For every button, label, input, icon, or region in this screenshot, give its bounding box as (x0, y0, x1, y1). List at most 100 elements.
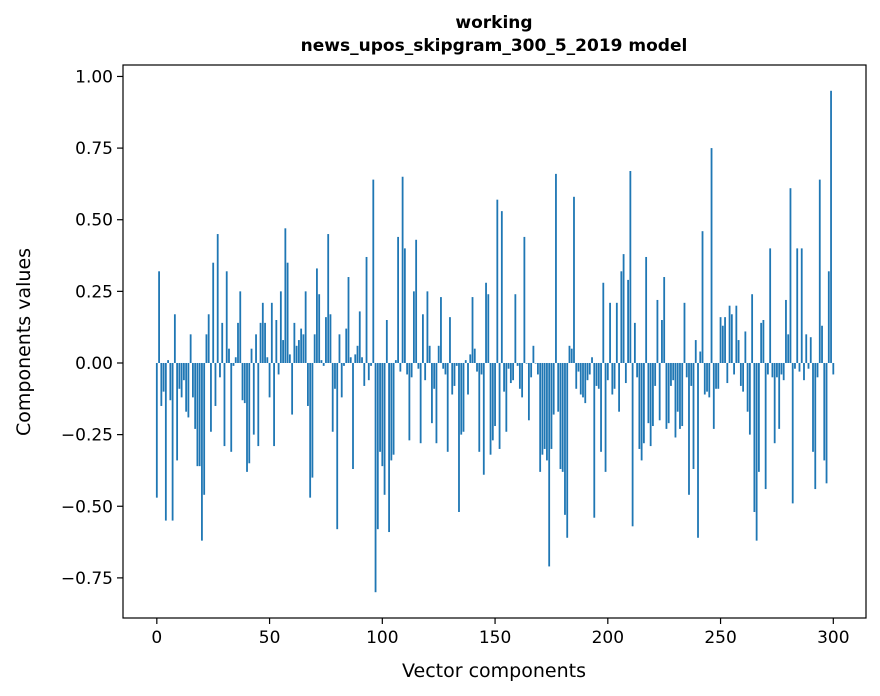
bar-139 (469, 354, 472, 363)
bar-2 (160, 362, 163, 406)
bar-279 (785, 299, 787, 363)
bar-97 (374, 362, 377, 593)
bar-118 (422, 314, 424, 363)
bar-299 (830, 90, 832, 363)
bar-57 (284, 228, 287, 363)
bar-275 (776, 362, 778, 378)
bar-225 (663, 277, 666, 363)
bar-280 (787, 334, 790, 363)
bar-195 (595, 362, 598, 386)
bar-32 (228, 348, 230, 363)
bar-224 (661, 320, 663, 363)
bar-162 (521, 362, 524, 398)
bar-30 (223, 362, 226, 447)
bar-22 (205, 334, 208, 363)
bar-145 (482, 362, 485, 475)
bar-283 (794, 362, 796, 369)
x-tick-label: 300 (817, 628, 849, 648)
bar-45 (257, 362, 260, 447)
bar-213 (636, 362, 639, 378)
bar-126 (440, 297, 442, 363)
bar-147 (487, 294, 490, 363)
bar-141 (473, 348, 476, 363)
bar-102 (385, 320, 388, 363)
bar-4 (164, 362, 167, 521)
bar-277 (780, 362, 783, 375)
bar-291 (812, 362, 814, 452)
bar-214 (638, 362, 641, 449)
bar-216 (642, 362, 645, 444)
bar-117 (419, 362, 422, 444)
bar-48 (264, 322, 266, 363)
bar-247 (712, 362, 715, 429)
bar-70 (313, 334, 316, 363)
bar-110 (403, 248, 406, 363)
bar-217 (645, 256, 648, 363)
bar-44 (255, 334, 257, 363)
bar-272 (769, 248, 772, 363)
bar-54 (277, 362, 280, 375)
bar-263 (748, 362, 751, 435)
bar-294 (818, 179, 821, 363)
bar-65 (302, 334, 305, 363)
bar-59 (288, 354, 291, 363)
bar-18 (196, 362, 199, 467)
bar-175 (550, 362, 553, 449)
bar-228 (670, 362, 672, 386)
bar-229 (672, 362, 675, 381)
bar-49 (266, 357, 269, 363)
bar-122 (431, 362, 433, 424)
bar-231 (676, 362, 679, 412)
bar-273 (771, 362, 774, 378)
bar-88 (354, 354, 357, 363)
bar-95 (370, 362, 372, 366)
bar-37 (239, 291, 242, 363)
bar-52 (273, 362, 275, 447)
bar-268 (760, 322, 763, 363)
bar-23 (207, 314, 210, 363)
bar-130 (449, 317, 451, 363)
bar-64 (300, 328, 303, 363)
bar-196 (597, 362, 600, 389)
chart-title-line2: news_upos_skipgram_300_5_2019 model (301, 36, 688, 56)
bar-79 (334, 362, 336, 389)
bar-86 (349, 357, 352, 363)
bar-230 (674, 362, 677, 438)
bar-143 (478, 362, 481, 452)
y-tick-label: −0.25 (61, 426, 113, 446)
bar-73 (320, 360, 323, 363)
bar-221 (654, 362, 657, 386)
bar-232 (679, 362, 681, 429)
bar-53 (275, 320, 278, 363)
bar-222 (656, 299, 659, 363)
bar-159 (514, 294, 517, 363)
bar-227 (667, 362, 670, 424)
bar-171 (541, 362, 544, 455)
bar-164 (525, 362, 528, 364)
bar-140 (471, 297, 474, 363)
bar-240 (697, 362, 699, 538)
bar-248 (715, 362, 717, 389)
x-tick-label: 0 (151, 628, 162, 648)
bar-100 (381, 362, 384, 467)
bar-203 (613, 362, 616, 389)
bar-34 (232, 362, 235, 366)
bar-56 (282, 340, 285, 363)
bar-112 (408, 362, 411, 441)
bar-278 (782, 362, 785, 381)
bar-98 (376, 362, 379, 530)
bar-146 (485, 282, 487, 363)
bar-114 (412, 291, 415, 363)
bar-250 (719, 317, 722, 363)
bar-193 (591, 357, 593, 363)
bar-239 (694, 340, 697, 363)
bar-151 (496, 199, 499, 363)
bar-208 (624, 362, 627, 384)
bar-82 (340, 362, 343, 398)
bar-24 (210, 362, 212, 432)
bar-60 (291, 362, 294, 415)
bar-127 (442, 362, 445, 369)
bar-200 (606, 362, 609, 381)
bar-150 (494, 362, 496, 427)
